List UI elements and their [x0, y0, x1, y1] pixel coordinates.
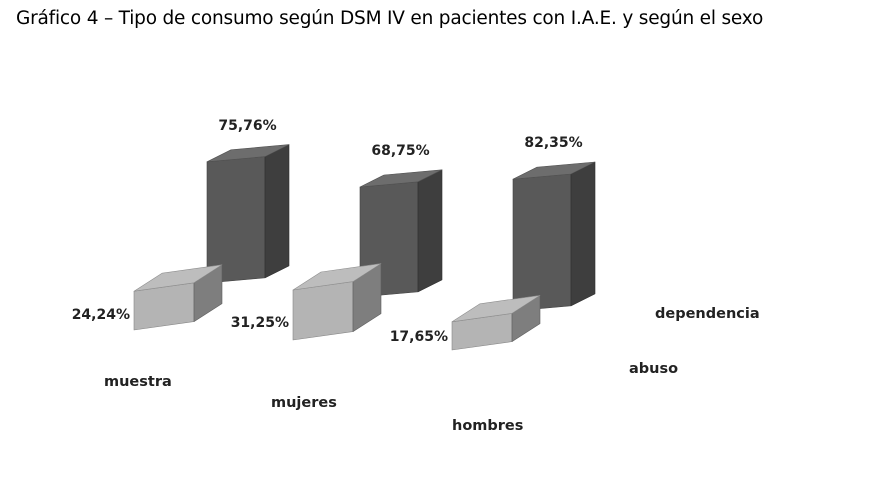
- bar-top-face: [359, 169, 443, 188]
- bar-top-face: [451, 295, 541, 323]
- value-label-abuso-mujeres: 31,25%: [231, 315, 289, 331]
- bar-side-face: [570, 161, 596, 307]
- value-label-dependencia-mujeres: 68,75%: [371, 143, 429, 159]
- chart-title: Gráfico 4 – Tipo de consumo según DSM IV…: [16, 8, 764, 29]
- bar-top-face: [292, 263, 382, 291]
- bar-front-face: [512, 173, 572, 312]
- bar-top-face: [512, 161, 596, 180]
- bar-front-face: [206, 156, 266, 284]
- bar-dependencia-muestra: [206, 144, 290, 284]
- value-label-dependencia-muestra: 75,76%: [218, 118, 276, 134]
- bar-abuso-muestra: [133, 264, 223, 331]
- category-label-hombres: hombres: [452, 418, 523, 434]
- bar-abuso-hombres: [451, 295, 541, 351]
- value-label-abuso-muestra: 24,24%: [72, 307, 130, 323]
- series-label-abuso: abuso: [629, 361, 678, 377]
- value-label-dependencia-hombres: 82,35%: [524, 135, 582, 151]
- value-label-abuso-hombres: 17,65%: [390, 329, 448, 345]
- bar-abuso-mujeres: [292, 263, 382, 341]
- bar-side-face: [417, 169, 443, 293]
- bar-front-face: [292, 281, 354, 341]
- bar-side-face: [264, 144, 290, 279]
- bar-top-face: [133, 264, 223, 292]
- category-label-mujeres: mujeres: [271, 395, 337, 411]
- bar-dependencia-hombres: [512, 161, 596, 312]
- category-label-muestra: muestra: [104, 374, 172, 390]
- series-label-dependencia: dependencia: [655, 306, 760, 322]
- bar-top-face: [206, 144, 290, 163]
